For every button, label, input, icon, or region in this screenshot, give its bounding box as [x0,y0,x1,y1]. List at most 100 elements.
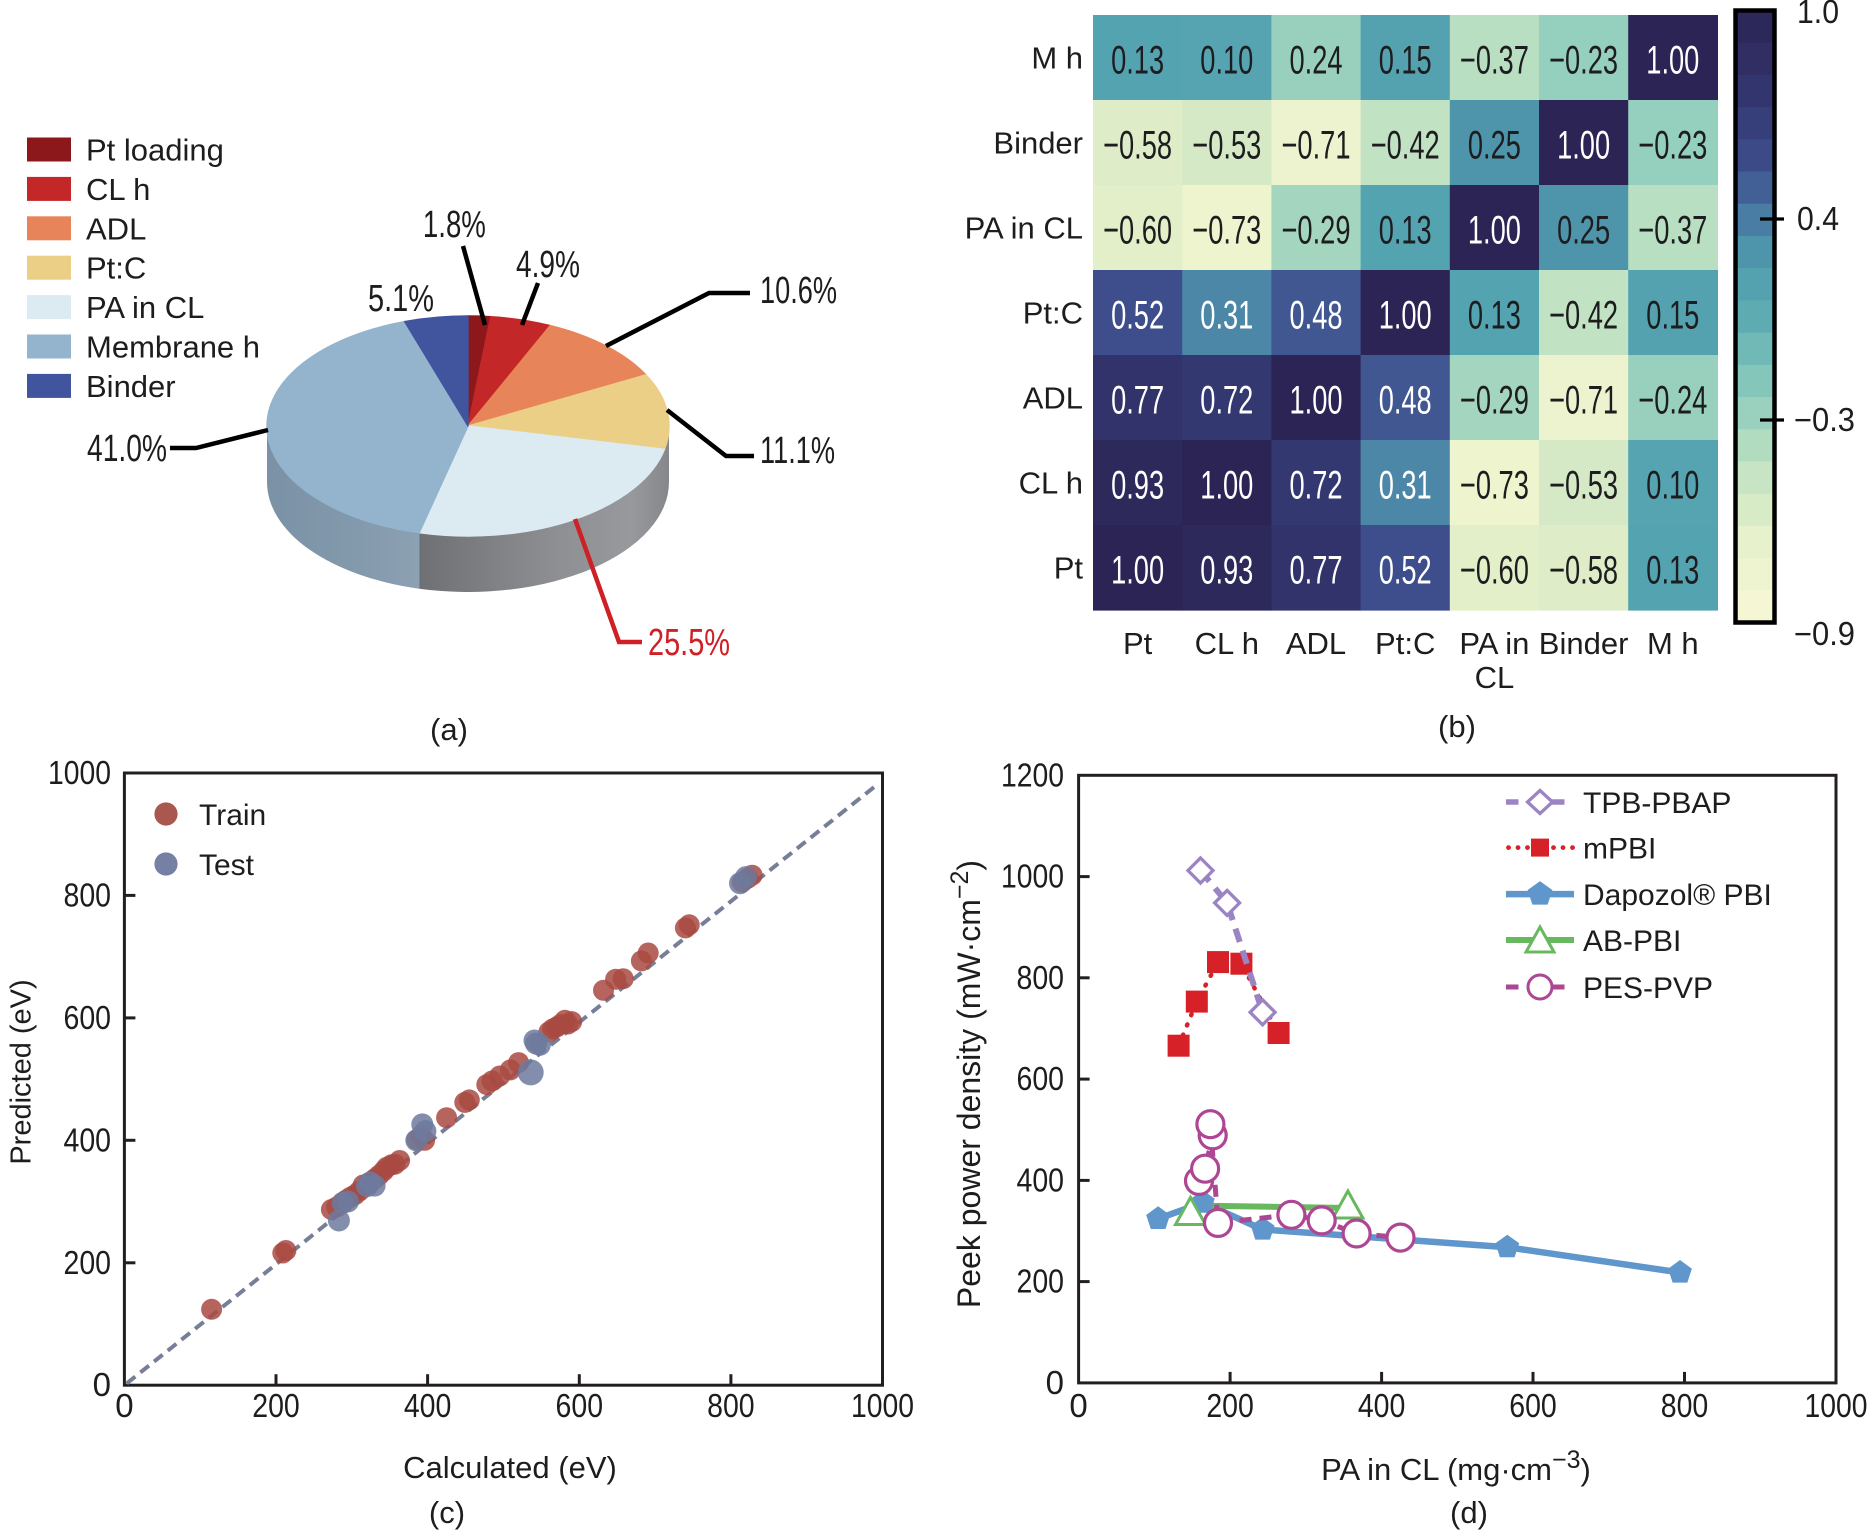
svg-text:0: 0 [115,1387,133,1424]
svg-text:−0.29: −0.29 [1282,209,1351,253]
svg-text:−0.24: −0.24 [1638,379,1707,423]
svg-text:800: 800 [64,876,112,913]
svg-text:600: 600 [1509,1387,1557,1424]
svg-text:400: 400 [1017,1161,1065,1198]
svg-text:Dapozol® PBI: Dapozol® PBI [1583,879,1772,912]
svg-text:600: 600 [556,1387,604,1424]
svg-text:PA in CL (mg·cm−3): PA in CL (mg·cm−3) [1321,1446,1591,1487]
svg-text:0.4: 0.4 [1797,200,1839,237]
svg-text:0.13: 0.13 [1468,294,1521,338]
svg-text:Pt: Pt [1123,626,1153,661]
svg-text:0: 0 [1069,1387,1087,1424]
svg-text:0.13: 0.13 [1646,549,1699,593]
svg-text:0.15: 0.15 [1379,39,1432,83]
svg-text:1.00: 1.00 [1111,549,1164,593]
svg-text:0.52: 0.52 [1379,549,1432,593]
svg-text:0.31: 0.31 [1379,464,1432,508]
svg-text:CL h: CL h [86,172,150,207]
svg-text:−0.53: −0.53 [1549,464,1618,508]
svg-text:1.00: 1.00 [1379,294,1432,338]
svg-text:1.00: 1.00 [1200,464,1253,508]
svg-text:−0.9: −0.9 [1794,615,1855,652]
svg-text:−0.23: −0.23 [1549,39,1618,83]
svg-text:−0.37: −0.37 [1638,209,1707,253]
svg-text:Pt:C: Pt:C [86,251,146,286]
svg-text:−0.23: −0.23 [1638,124,1707,168]
svg-text:600: 600 [1017,1060,1065,1097]
svg-text:Pt:C: Pt:C [1375,626,1435,661]
svg-text:Calculated (eV): Calculated (eV) [403,1450,617,1485]
svg-text:0: 0 [1046,1364,1064,1401]
svg-text:M h: M h [1647,626,1699,661]
svg-text:ADL: ADL [86,211,146,246]
svg-text:1000: 1000 [1001,858,1064,895]
svg-text:−0.71: −0.71 [1549,379,1618,423]
svg-text:400: 400 [1358,1387,1406,1424]
svg-text:CL h: CL h [1195,626,1259,661]
svg-text:CL h: CL h [1019,466,1083,501]
svg-text:Membrane h: Membrane h [86,330,260,365]
svg-text:41.0%: 41.0% [87,428,167,470]
svg-text:ADL: ADL [1023,381,1083,416]
svg-text:mPBI: mPBI [1583,833,1656,866]
svg-text:PA in: PA in [1459,626,1529,661]
svg-text:(d): (d) [1450,1495,1488,1530]
svg-text:−0.53: −0.53 [1192,124,1261,168]
svg-text:0: 0 [93,1366,111,1403]
svg-text:(b): (b) [1438,709,1476,744]
svg-text:0.15: 0.15 [1646,294,1699,338]
svg-text:PA in CL: PA in CL [86,290,204,325]
svg-text:−0.60: −0.60 [1103,209,1172,253]
svg-text:0.77: 0.77 [1290,549,1343,593]
svg-text:PES-PVP: PES-PVP [1583,972,1713,1005]
svg-text:0.48: 0.48 [1290,294,1343,338]
svg-text:−0.58: −0.58 [1103,124,1172,168]
svg-text:0.77: 0.77 [1111,379,1164,423]
svg-text:1000: 1000 [48,754,111,791]
svg-text:1.00: 1.00 [1468,209,1521,253]
svg-text:1.00: 1.00 [1290,379,1343,423]
svg-text:Test: Test [199,849,255,882]
svg-text:11.1%: 11.1% [760,430,835,472]
svg-text:−0.71: −0.71 [1282,124,1351,168]
svg-text:Train: Train [199,799,266,832]
svg-text:0.93: 0.93 [1200,549,1253,593]
svg-text:−0.73: −0.73 [1192,209,1261,253]
svg-text:4.9%: 4.9% [516,244,580,286]
svg-text:−0.37: −0.37 [1460,39,1529,83]
svg-text:AB-PBI: AB-PBI [1583,925,1681,958]
svg-text:200: 200 [64,1244,112,1281]
svg-text:PA in CL: PA in CL [965,211,1083,246]
svg-text:−0.60: −0.60 [1460,549,1529,593]
svg-text:0.13: 0.13 [1379,209,1432,253]
svg-text:5.1%: 5.1% [368,278,434,320]
svg-text:400: 400 [64,1121,112,1158]
svg-text:Binder: Binder [86,369,176,404]
svg-text:Pt: Pt [1054,551,1084,586]
svg-text:800: 800 [1017,959,1065,996]
svg-text:Pt loading: Pt loading [86,133,224,168]
svg-text:10.6%: 10.6% [760,270,837,312]
svg-text:600: 600 [64,999,112,1036]
svg-text:−0.3: −0.3 [1794,401,1855,438]
svg-text:Binder: Binder [993,126,1083,161]
svg-text:0.13: 0.13 [1111,39,1164,83]
svg-text:25.5%: 25.5% [648,622,730,664]
svg-text:0.93: 0.93 [1111,464,1164,508]
svg-text:Predicted (eV): Predicted (eV) [6,979,38,1164]
svg-text:200: 200 [1206,1387,1254,1424]
svg-text:−0.29: −0.29 [1460,379,1529,423]
svg-text:1200: 1200 [1001,756,1064,793]
svg-text:200: 200 [1017,1263,1065,1300]
svg-text:Peek power density (mW·cm−2): Peek power density (mW·cm−2) [946,860,987,1308]
svg-text:1.0: 1.0 [1797,0,1839,30]
svg-text:0.25: 0.25 [1468,124,1521,168]
svg-text:0.72: 0.72 [1200,379,1253,423]
svg-text:0.10: 0.10 [1200,39,1253,83]
svg-text:Binder: Binder [1539,626,1629,661]
svg-text:−0.42: −0.42 [1549,294,1618,338]
svg-text:400: 400 [404,1387,452,1424]
svg-text:800: 800 [1661,1387,1709,1424]
svg-text:TPB-PBAP: TPB-PBAP [1583,787,1731,820]
svg-text:1.8%: 1.8% [423,204,486,246]
